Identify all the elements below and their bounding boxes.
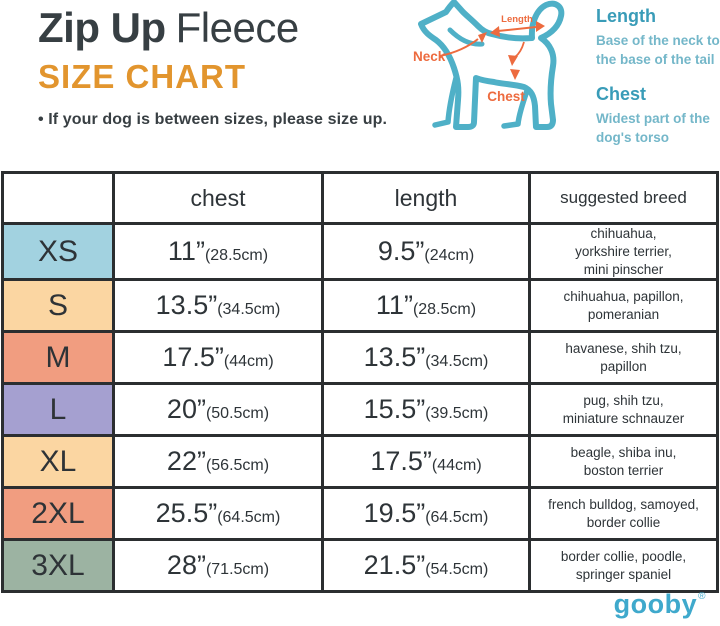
length-arrowhead-left-icon	[490, 26, 500, 37]
size-badge: M	[1, 330, 115, 386]
size-badge: 2XL	[1, 486, 115, 542]
table-row-m: M 17.5”(44cm) 13.5”(34.5cm) havanese, sh…	[1, 330, 719, 386]
legend-length-desc: Base of the neck to the base of the tail	[596, 33, 720, 68]
registered-mark: ®	[698, 591, 706, 602]
table-row-xs: XS 11”(28.5cm) 9.5”(24cm) chihuahua, yor…	[1, 221, 719, 282]
chest-value: 22”(56.5cm)	[112, 434, 324, 490]
measurement-legend: Length Base of the neck to the base of t…	[596, 6, 720, 163]
breed-value: beagle, shiba inu, boston terrier	[528, 434, 719, 490]
chest-value: 20”(50.5cm)	[112, 382, 324, 438]
chest-value: 25.5”(64.5cm)	[112, 486, 324, 542]
length-value: 9.5”(24cm)	[321, 221, 531, 282]
length-arrowhead-right-icon	[536, 21, 545, 32]
table-row-l: L 20”(50.5cm) 15.5”(39.5cm) pug, shih tz…	[1, 382, 719, 438]
legend-chest-title: Chest	[596, 84, 647, 105]
legend-chest-desc: Widest part of the dog's torso	[596, 111, 710, 146]
header-chest: chest	[112, 171, 324, 225]
table-row-2xl: 2XL 25.5”(64.5cm) 19.5”(64.5cm) french b…	[1, 486, 719, 542]
gooby-logo: gooby®	[614, 589, 706, 620]
chest-label: Chest	[487, 89, 525, 104]
breed-value: border collie, poodle, springer spaniel	[528, 538, 719, 594]
page-title-regular: Fleece	[175, 4, 300, 51]
breed-value: chihuahua, papillon, pomeranian	[528, 278, 719, 334]
length-value: 17.5”(44cm)	[321, 434, 531, 490]
header-size	[1, 171, 115, 225]
neck-arrowhead-icon	[478, 32, 487, 43]
length-arrow-icon	[497, 26, 537, 32]
length-value: 13.5”(34.5cm)	[321, 330, 531, 386]
page-title: Zip Up Fleece	[38, 4, 299, 52]
size-badge: 3XL	[1, 538, 115, 594]
page-title-bold: Zip Up	[38, 4, 166, 51]
size-badge: L	[1, 382, 115, 438]
length-value: 19.5”(64.5cm)	[321, 486, 531, 542]
breed-value: havanese, shih tzu, papillon	[528, 330, 719, 386]
size-badge: XS	[1, 221, 115, 282]
header-length: length	[321, 171, 531, 225]
dog-outline-icon	[418, 0, 565, 130]
chest-arrowhead-icon	[508, 55, 518, 66]
breed-value: chihuahua, yorkshire terrier, mini pinsc…	[528, 221, 719, 282]
header-breed: suggested breed	[528, 171, 719, 225]
chest-arrowhead2-icon	[510, 69, 520, 80]
page-subtitle: SIZE CHART	[38, 58, 246, 95]
sizing-note: • If your dog is between sizes, please s…	[38, 111, 388, 128]
dog-neck-line-icon	[447, 27, 485, 47]
neck-label: Neck	[413, 49, 446, 64]
neck-arrow-icon	[439, 38, 479, 57]
table-row-3xl: 3XL 28”(71.5cm) 21.5”(54.5cm) border col…	[1, 538, 719, 594]
size-badge: XL	[1, 434, 115, 490]
gooby-logo-text: gooby	[613, 589, 698, 619]
length-value: 21.5”(54.5cm)	[321, 538, 531, 594]
length-value: 11”(28.5cm)	[321, 278, 531, 334]
chest-value: 13.5”(34.5cm)	[112, 278, 324, 334]
table-header-row: chest length suggested breed	[1, 171, 719, 225]
table-row-s: S 13.5”(34.5cm) 11”(28.5cm) chihuahua, p…	[1, 278, 719, 334]
chest-value: 28”(71.5cm)	[112, 538, 324, 594]
breed-value: pug, shih tzu, miniature schnauzer	[528, 382, 719, 438]
length-value: 15.5”(39.5cm)	[321, 382, 531, 438]
breed-value: french bulldog, samoyed, border collie	[528, 486, 719, 542]
size-chart-table: chest length suggested breed XS 11”(28.5…	[1, 171, 719, 594]
length-label: Length	[501, 14, 533, 25]
legend-length-title: Length	[596, 6, 656, 26]
table-row-xl: XL 22”(56.5cm) 17.5”(44cm) beagle, shiba…	[1, 434, 719, 490]
dog-diagram: Neck Length Chest	[413, 0, 565, 130]
chest-value: 17.5”(44cm)	[112, 330, 324, 386]
size-badge: S	[1, 278, 115, 334]
chest-value: 11”(28.5cm)	[112, 221, 324, 282]
